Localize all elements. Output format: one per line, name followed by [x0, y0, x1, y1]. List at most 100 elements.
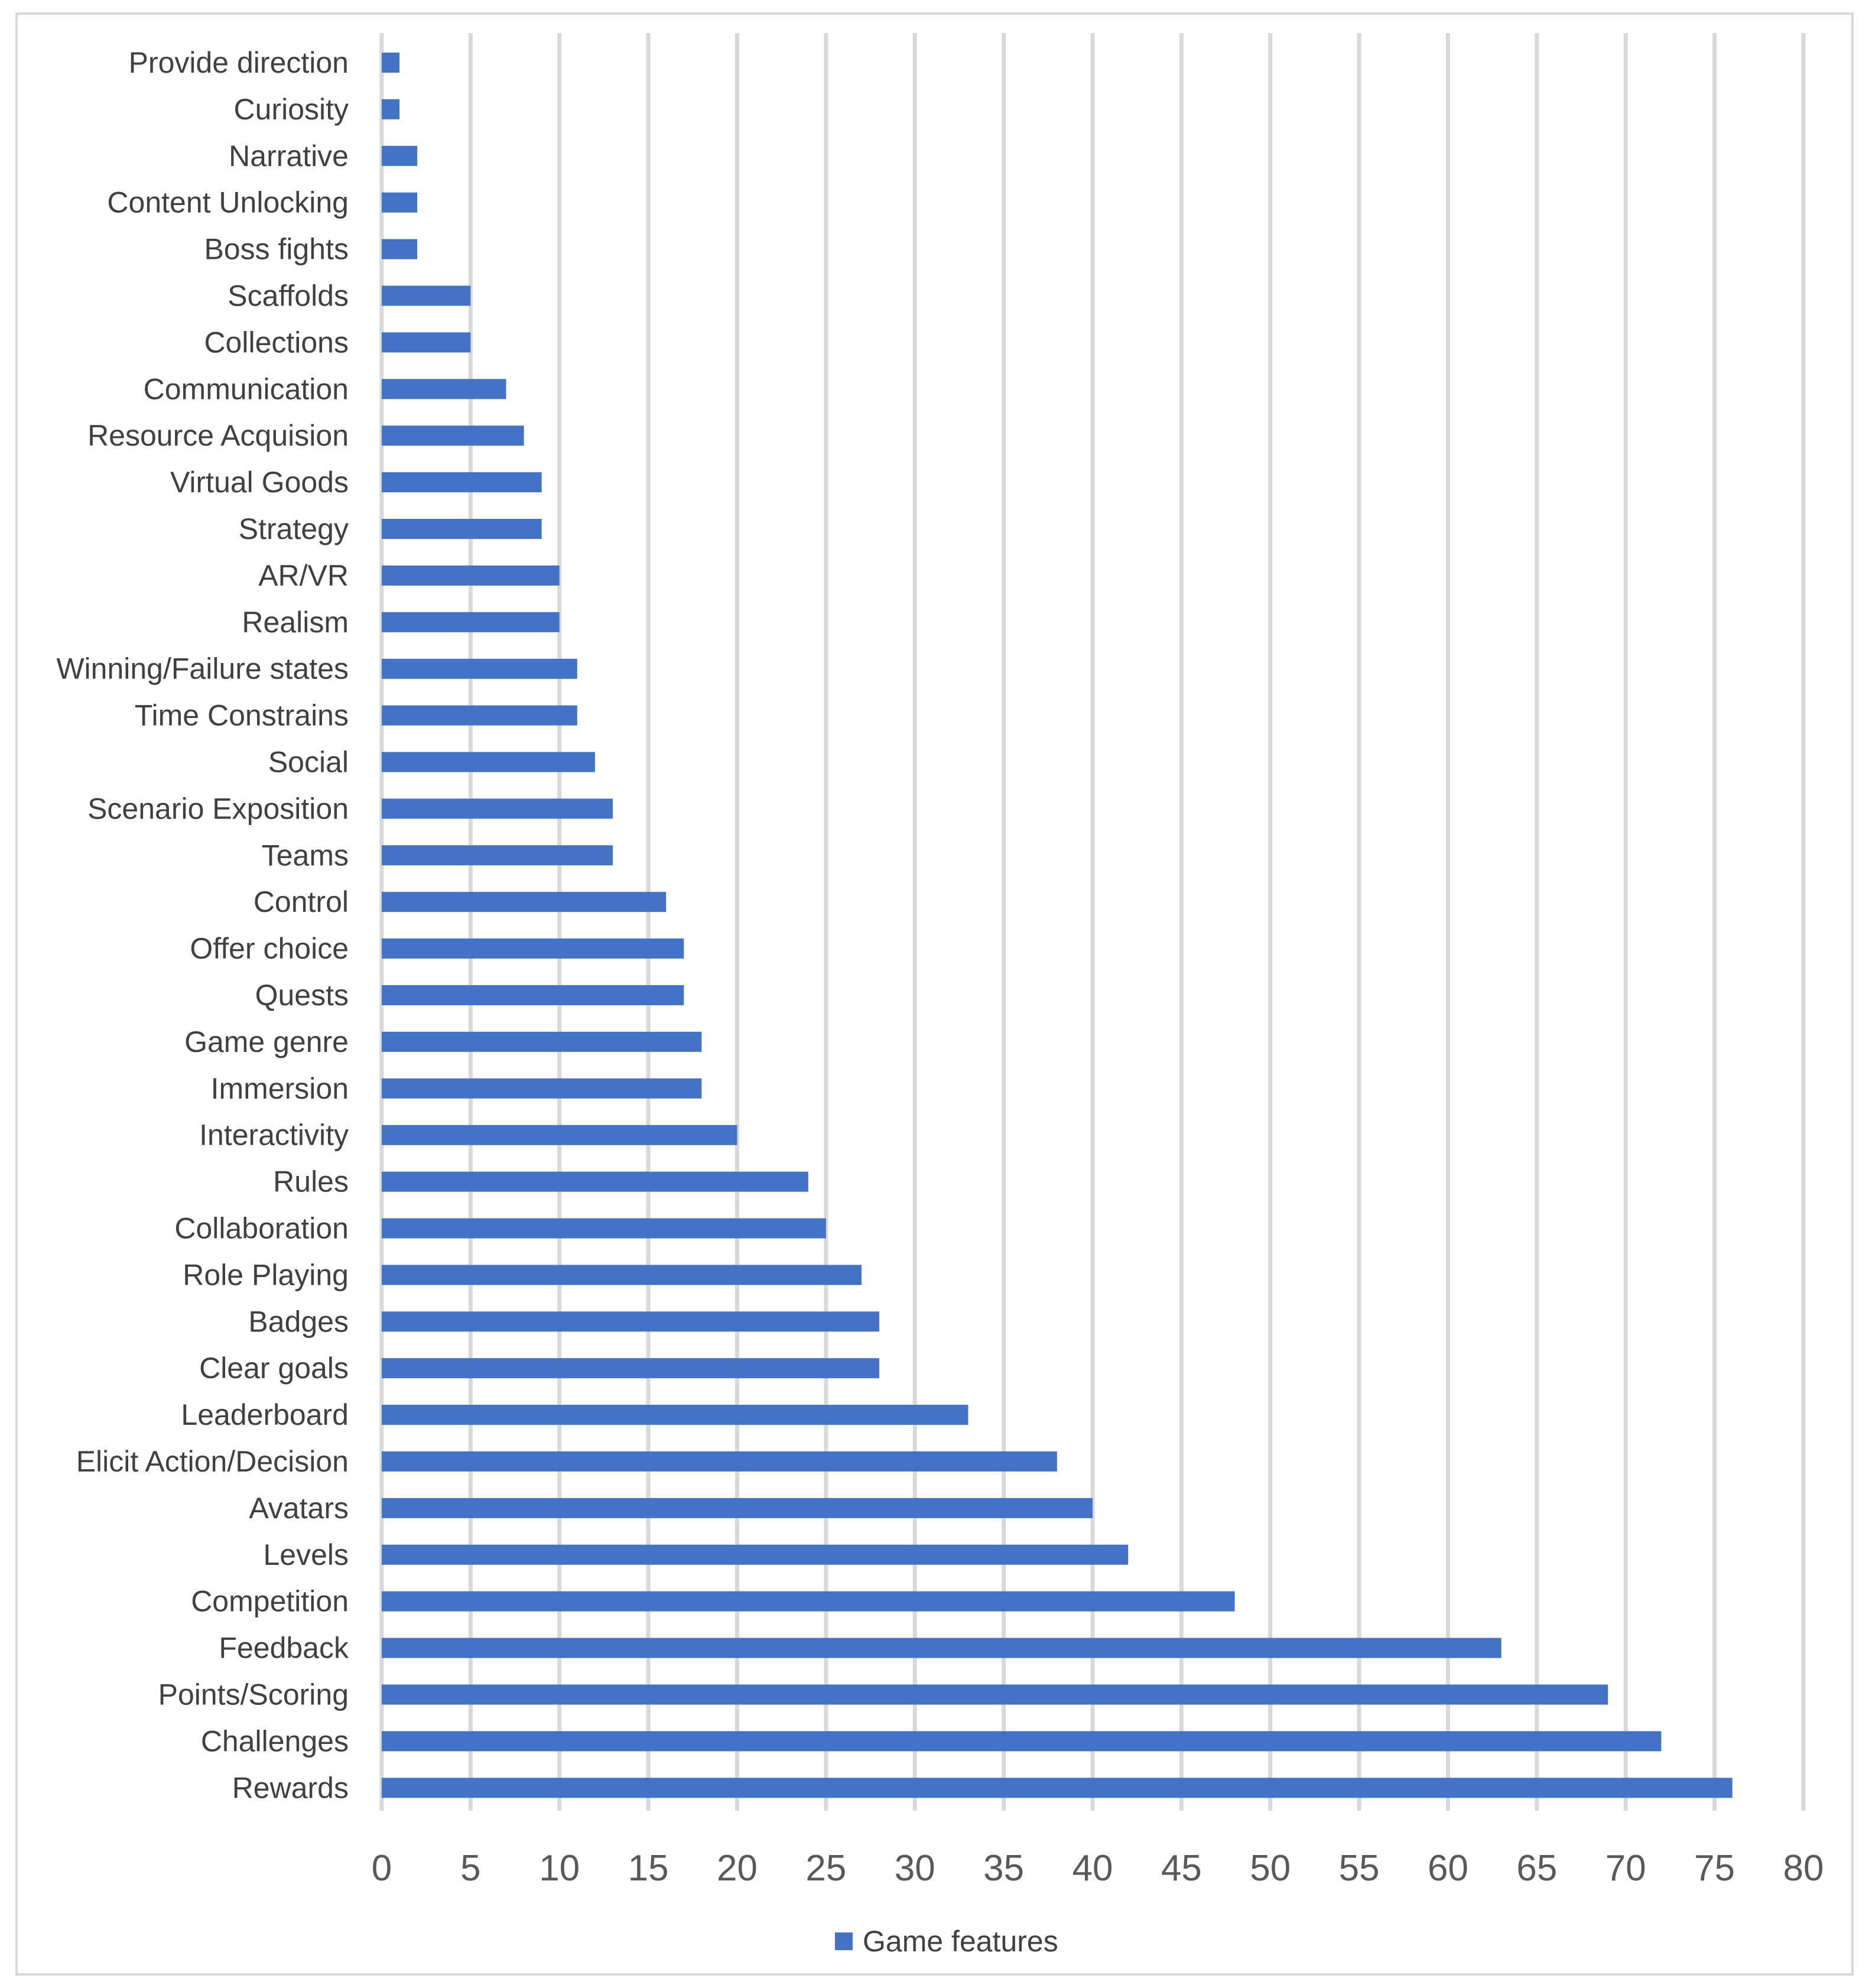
category-label: Content Unlocking: [107, 186, 349, 219]
category-label: Offer choice: [190, 932, 349, 965]
x-tick-label: 35: [983, 1848, 1024, 1889]
bar: [382, 379, 506, 399]
category-label: Narrative: [229, 139, 349, 173]
bar: [382, 565, 560, 586]
bar: [382, 1358, 880, 1379]
bar: [382, 612, 560, 632]
bar: [382, 239, 418, 259]
category-label: Control: [253, 885, 349, 918]
category-label: Quests: [255, 979, 349, 1012]
x-tick-label: 30: [895, 1848, 935, 1889]
x-tick-label: 45: [1161, 1848, 1202, 1889]
category-label: Realism: [242, 606, 349, 639]
category-label: Virtual Goods: [170, 466, 349, 499]
category-label: Provide direction: [129, 46, 349, 79]
category-label: Immersion: [211, 1072, 349, 1105]
bar: [382, 99, 400, 119]
x-tick-label: 60: [1428, 1848, 1468, 1889]
category-label: Social: [268, 746, 349, 779]
category-label: Badges: [248, 1305, 349, 1338]
bar: [382, 658, 577, 679]
category-label: Scenario Exposition: [87, 792, 349, 825]
category-label: Challenges: [201, 1724, 349, 1758]
category-label: Collections: [204, 326, 349, 359]
category-label: Rules: [273, 1165, 349, 1198]
bar: [382, 1544, 1129, 1565]
category-label: Levels: [263, 1538, 349, 1571]
legend-label: Game features: [863, 1925, 1058, 1958]
bar: [382, 1684, 1608, 1705]
bar: [382, 192, 418, 213]
bar: [382, 1451, 1057, 1471]
bar: [382, 472, 542, 493]
bar: [382, 1405, 968, 1425]
bar: [382, 892, 667, 912]
bar: [382, 1218, 826, 1239]
x-tick-label: 10: [539, 1848, 580, 1889]
bar: [382, 1265, 862, 1285]
bar: [382, 1171, 808, 1192]
category-label: Points/Scoring: [158, 1678, 349, 1711]
category-label: Boss fights: [204, 233, 349, 266]
bar: [382, 752, 595, 772]
bar: [382, 425, 524, 446]
x-tick-label: 70: [1605, 1848, 1646, 1889]
x-tick-label: 40: [1072, 1848, 1113, 1889]
category-label: Elicit Action/Decision: [76, 1445, 349, 1478]
bar: [382, 845, 613, 866]
grid-lines: [379, 33, 1806, 1811]
bar: [382, 1311, 880, 1332]
category-label: Clear goals: [199, 1352, 349, 1385]
category-label: Time Constrains: [135, 699, 349, 732]
bar: [382, 1778, 1733, 1798]
category-label: Communication: [144, 372, 349, 405]
bar: [382, 519, 542, 539]
legend-swatch: [835, 1932, 853, 1950]
category-label: Feedback: [219, 1632, 349, 1665]
category-label: AR/VR: [258, 559, 349, 592]
category-label: Rewards: [232, 1771, 349, 1804]
bar: [382, 1031, 702, 1052]
bar: [382, 1591, 1235, 1612]
category-label: Collaboration: [174, 1212, 349, 1245]
bar: [382, 1498, 1093, 1518]
category-label: Scaffolds: [227, 280, 349, 313]
category-labels: Provide direction Curiosity Narrative Conte…: [56, 46, 349, 1804]
category-label: Curiosity: [234, 93, 349, 126]
bar: [382, 332, 471, 353]
bar: [382, 1731, 1662, 1752]
x-tick-label: 80: [1783, 1848, 1824, 1889]
category-label: Role Playing: [183, 1258, 349, 1291]
category-label: Leaderboard: [181, 1398, 349, 1431]
bar: [382, 938, 684, 959]
x-tick-label: 20: [717, 1848, 758, 1889]
x-tick-label: 65: [1516, 1848, 1557, 1889]
category-label: Avatars: [249, 1492, 349, 1525]
bar: [382, 705, 577, 726]
bars: [382, 53, 1733, 1798]
bar: [382, 798, 613, 819]
category-label: Teams: [262, 839, 349, 872]
bar: [382, 145, 418, 166]
category-label: Resource Acquision: [87, 419, 349, 452]
x-tick-label: 75: [1694, 1848, 1735, 1889]
x-tick-label: 5: [460, 1848, 480, 1889]
x-tick-label: 50: [1250, 1848, 1291, 1889]
bar: [382, 1125, 737, 1145]
bar: [382, 285, 471, 306]
category-label: Game genre: [184, 1025, 349, 1058]
category-label: Interactivity: [199, 1119, 349, 1152]
x-tick-label: 55: [1339, 1848, 1380, 1889]
legend: Game features: [835, 1925, 1058, 1958]
x-tick-label: 0: [372, 1848, 392, 1889]
bar: [382, 53, 400, 73]
bar: [382, 985, 684, 1005]
category-label: Strategy: [239, 512, 349, 545]
x-tick-label: 25: [805, 1848, 846, 1889]
bar: [382, 1078, 702, 1099]
category-label: Competition: [191, 1585, 349, 1618]
x-tick-label: 15: [628, 1848, 669, 1889]
x-tick-labels: 0 5 10 15 20 25 30 35 40 45 50 55 60 65 70 75 80: [372, 1848, 1824, 1889]
bar: [382, 1638, 1501, 1658]
